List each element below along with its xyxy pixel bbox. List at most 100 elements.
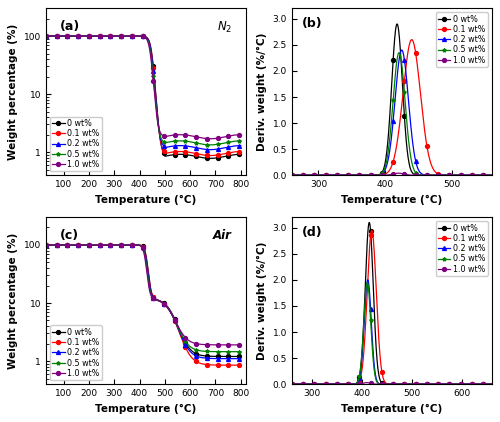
X-axis label: Temperature (°C): Temperature (°C) <box>96 403 196 414</box>
0.5 wt% <box>461 173 467 178</box>
0.5 wt% <box>122 33 128 38</box>
1.0 wt% <box>63 33 69 38</box>
0.2 wt% <box>289 173 295 178</box>
0.2 wt% <box>440 173 446 178</box>
1.0 wt% <box>488 381 494 387</box>
1.0 wt% <box>198 135 204 141</box>
0 wt% <box>416 381 422 387</box>
0 wt% <box>238 152 244 157</box>
0.5 wt% <box>416 172 422 177</box>
0.1 wt% <box>122 33 128 38</box>
1.0 wt% <box>440 173 446 178</box>
0.2 wt% <box>405 94 411 99</box>
0 wt% <box>440 173 446 178</box>
0.1 wt% <box>129 242 135 247</box>
0.5 wt% <box>195 348 201 353</box>
Text: (b): (b) <box>302 17 322 30</box>
X-axis label: Temperature (°C): Temperature (°C) <box>341 403 442 414</box>
0.2 wt% <box>398 48 404 53</box>
1.0 wt% <box>410 173 416 178</box>
0.2 wt% <box>63 33 69 38</box>
0.5 wt% <box>177 138 183 143</box>
1.0 wt% <box>396 170 402 176</box>
0.1 wt% <box>63 242 69 247</box>
0.2 wt% <box>488 381 494 387</box>
Line: 0.2 wt%: 0.2 wt% <box>44 34 242 151</box>
1.0 wt% <box>301 381 307 387</box>
0.2 wt% <box>43 242 49 247</box>
0 wt% <box>410 171 416 176</box>
1.0 wt% <box>405 172 411 177</box>
X-axis label: Temperature (°C): Temperature (°C) <box>341 195 442 205</box>
0.1 wt% <box>238 362 244 368</box>
Legend: 0 wt%, 0.1 wt%, 0.2 wt%, 0.5 wt%, 1.0 wt%: 0 wt%, 0.1 wt%, 0.2 wt%, 0.5 wt%, 1.0 wt… <box>50 325 102 380</box>
0.2 wt% <box>238 143 244 148</box>
0.1 wt% <box>198 152 204 157</box>
0 wt% <box>301 173 307 178</box>
Line: 1.0 wt%: 1.0 wt% <box>44 243 242 347</box>
0.1 wt% <box>488 173 494 178</box>
0.1 wt% <box>408 37 414 42</box>
1.0 wt% <box>416 173 422 178</box>
0.5 wt% <box>416 381 422 387</box>
0.5 wt% <box>63 242 69 247</box>
0.5 wt% <box>396 50 402 55</box>
0 wt% <box>410 381 416 387</box>
1.0 wt% <box>289 173 295 178</box>
Line: 0.5 wt%: 0.5 wt% <box>290 281 494 386</box>
0 wt% <box>122 33 128 38</box>
1.0 wt% <box>364 380 370 385</box>
0 wt% <box>177 328 183 333</box>
0 wt% <box>416 173 422 178</box>
1.0 wt% <box>63 242 69 247</box>
Line: 1.0 wt%: 1.0 wt% <box>290 381 494 386</box>
1.0 wt% <box>195 341 201 346</box>
Line: 0.5 wt%: 0.5 wt% <box>44 243 242 354</box>
1.0 wt% <box>208 136 214 141</box>
Text: (a): (a) <box>60 20 80 33</box>
0.5 wt% <box>440 381 446 387</box>
Line: 0.2 wt%: 0.2 wt% <box>290 278 494 386</box>
Y-axis label: Deriv. weight (%/°C): Deriv. weight (%/°C) <box>257 241 267 360</box>
0 wt% <box>129 242 135 247</box>
0.1 wt% <box>195 151 201 157</box>
0.5 wt% <box>405 381 411 387</box>
0 wt% <box>198 353 204 358</box>
0.1 wt% <box>122 242 128 247</box>
0.5 wt% <box>177 329 183 334</box>
0.1 wt% <box>410 381 416 387</box>
0.5 wt% <box>129 33 135 38</box>
1.0 wt% <box>238 132 244 137</box>
0.2 wt% <box>461 381 467 387</box>
Line: 1.0 wt%: 1.0 wt% <box>290 171 494 177</box>
0.5 wt% <box>198 349 204 354</box>
Line: 0 wt%: 0 wt% <box>290 221 494 386</box>
0.1 wt% <box>416 381 422 387</box>
0.2 wt% <box>177 143 183 148</box>
0 wt% <box>488 381 494 387</box>
1.0 wt% <box>122 242 128 247</box>
1.0 wt% <box>122 33 128 38</box>
0 wt% <box>440 381 446 387</box>
0 wt% <box>129 33 135 38</box>
1.0 wt% <box>43 242 49 247</box>
0.5 wt% <box>43 242 49 247</box>
0.2 wt% <box>289 381 295 387</box>
0 wt% <box>461 381 467 387</box>
0 wt% <box>195 352 201 357</box>
Text: $N_2$: $N_2$ <box>216 20 232 35</box>
X-axis label: Temperature (°C): Temperature (°C) <box>96 195 196 205</box>
1.0 wt% <box>43 33 49 38</box>
0.5 wt% <box>289 173 295 178</box>
0.1 wt% <box>405 50 411 55</box>
Y-axis label: Deriv. weight (%/°C): Deriv. weight (%/°C) <box>257 32 267 151</box>
0.1 wt% <box>238 149 244 154</box>
0.1 wt% <box>198 361 204 366</box>
0.5 wt% <box>238 138 244 143</box>
0.1 wt% <box>405 381 411 387</box>
1.0 wt% <box>301 173 307 178</box>
0.5 wt% <box>405 133 411 138</box>
1.0 wt% <box>410 381 416 387</box>
0.1 wt% <box>289 381 295 387</box>
0.1 wt% <box>301 173 307 178</box>
